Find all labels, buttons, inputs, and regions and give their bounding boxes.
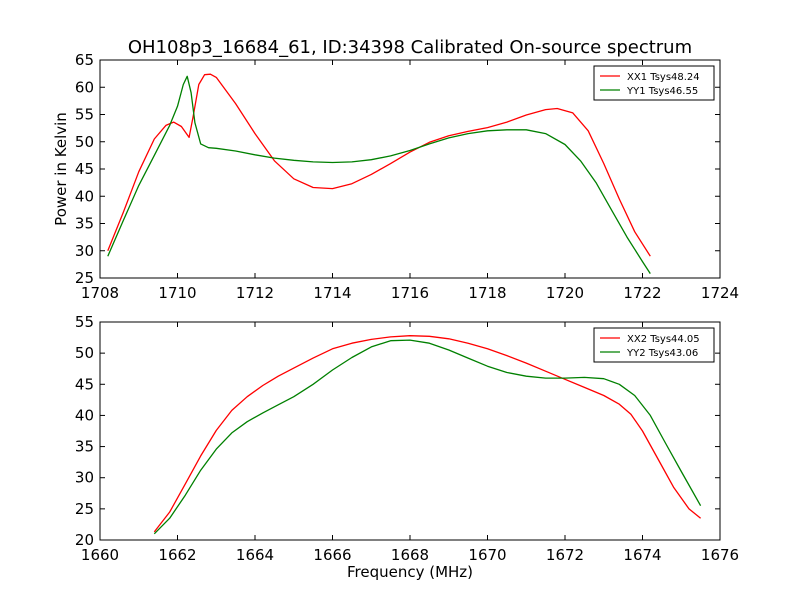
y-tick-label: 45 bbox=[75, 160, 94, 178]
y-axis-label: Power in Kelvin bbox=[52, 112, 70, 226]
x-tick-label: 1672 bbox=[546, 546, 584, 564]
x-tick-label: 1724 bbox=[701, 284, 739, 302]
x-tick-label: 1716 bbox=[391, 284, 429, 302]
x-tick-label: 1720 bbox=[546, 284, 584, 302]
y-tick-label: 40 bbox=[75, 187, 94, 205]
y-tick-label: 30 bbox=[75, 469, 94, 487]
y-tick-label: 60 bbox=[75, 78, 94, 96]
x-tick-label: 1718 bbox=[468, 284, 506, 302]
legend-box bbox=[593, 327, 715, 363]
legend: XX1 Tsys48.24 YY1 Tsys46.55 bbox=[593, 65, 715, 101]
y-tick-label: 50 bbox=[75, 344, 94, 362]
x-tick-label: 1676 bbox=[701, 546, 739, 564]
x-tick-label: 1670 bbox=[468, 546, 506, 564]
legend-box bbox=[593, 65, 715, 101]
y-tick-label: 35 bbox=[75, 438, 94, 456]
x-axis-label: Frequency (MHz) bbox=[347, 563, 473, 581]
y-tick-label: 35 bbox=[75, 215, 94, 233]
legend-label: YY2 Tsys43.06 bbox=[626, 348, 698, 359]
y-tick-label: 55 bbox=[75, 106, 94, 124]
y-tick-label: 50 bbox=[75, 133, 94, 151]
series-line-1-1 bbox=[107, 73, 651, 257]
legend-label: XX1 Tsys48.24 bbox=[627, 72, 700, 83]
x-tick-label: 1666 bbox=[313, 546, 351, 564]
x-tick-label: 1722 bbox=[623, 284, 661, 302]
x-tick-label: 1710 bbox=[158, 284, 196, 302]
y-tick-label: 30 bbox=[75, 242, 94, 260]
x-tick-label: 1708 bbox=[81, 284, 119, 302]
upper-spectrum-panel: 1708 1710 1712 1714 1716 1718 1720 1722 1724 25 30… bbox=[52, 51, 739, 302]
x-tick-label: 1664 bbox=[236, 546, 274, 564]
x-tick-label: 1660 bbox=[81, 546, 119, 564]
x-tick-label: 1714 bbox=[313, 284, 351, 302]
y-tick-label: 55 bbox=[75, 313, 94, 331]
y-tick-label: 25 bbox=[75, 500, 94, 518]
y-tick-label: 20 bbox=[75, 531, 94, 549]
y-tick-label: 45 bbox=[75, 375, 94, 393]
legend-label: XX2 Tsys44.05 bbox=[627, 334, 700, 345]
y-tick-label: 65 bbox=[75, 51, 94, 69]
y-tick-label: 40 bbox=[75, 406, 94, 424]
x-tick-label: 1662 bbox=[158, 546, 196, 564]
series-line-2-1 bbox=[153, 335, 702, 533]
series-line-1-2 bbox=[107, 75, 651, 274]
x-tick-label: 1668 bbox=[391, 546, 429, 564]
x-tick-label: 1712 bbox=[236, 284, 274, 302]
figure-title: OH108p3_16684_61, ID:34398 Calibrated On… bbox=[128, 37, 692, 58]
y-tick-label: 25 bbox=[75, 269, 94, 287]
legend: XX2 Tsys44.05 YY2 Tsys43.06 bbox=[593, 327, 715, 363]
series-line-2-2 bbox=[153, 339, 702, 535]
lower-spectrum-panel: 1660 1662 1664 1666 1668 1670 1672 1674 1676 20 25… bbox=[75, 313, 739, 581]
x-tick-label: 1674 bbox=[623, 546, 661, 564]
legend-label: YY1 Tsys46.55 bbox=[626, 86, 698, 97]
